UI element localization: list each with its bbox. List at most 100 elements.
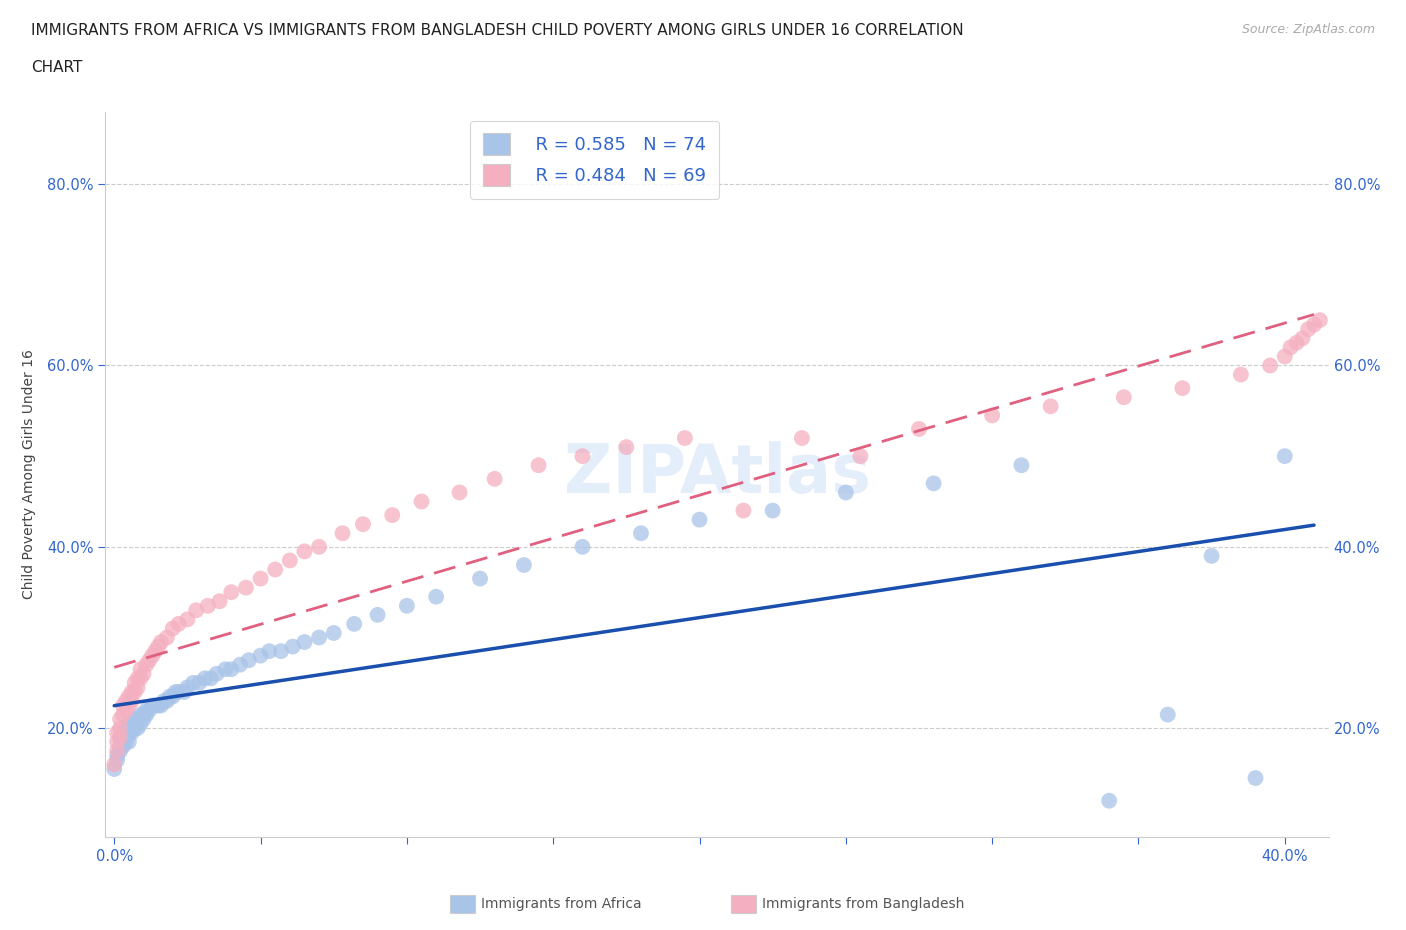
Point: [153, 694, 176, 709]
Point: [111, 738, 134, 753]
Point: [150, 698, 173, 713]
Point: [162, 689, 184, 704]
Point: [571, 449, 593, 464]
Point: [127, 671, 149, 685]
Point: [138, 703, 160, 718]
Point: [790, 431, 813, 445]
Point: [197, 598, 219, 613]
Point: [159, 689, 181, 704]
Point: [484, 472, 506, 486]
Point: [1258, 358, 1281, 373]
Point: [835, 485, 858, 500]
Point: [381, 508, 404, 523]
Point: [121, 694, 143, 709]
Point: [115, 735, 138, 750]
Point: [141, 648, 163, 663]
Point: [127, 680, 149, 695]
Point: [156, 694, 179, 709]
Text: Source: ZipAtlas.com: Source: ZipAtlas.com: [1241, 23, 1375, 36]
Point: [981, 408, 1004, 423]
Point: [108, 730, 131, 745]
Point: [124, 711, 146, 726]
Legend:   R = 0.585   N = 74,   R = 0.484   N = 69: R = 0.585 N = 74, R = 0.484 N = 69: [470, 121, 720, 199]
Point: [249, 648, 271, 663]
Point: [1274, 449, 1296, 464]
Point: [111, 735, 134, 750]
Point: [141, 698, 163, 713]
Point: [124, 684, 146, 699]
Point: [135, 658, 157, 672]
Point: [352, 517, 374, 532]
Point: [259, 644, 281, 658]
Point: [449, 485, 471, 500]
Point: [1171, 380, 1194, 395]
Point: [143, 698, 166, 713]
Point: [294, 634, 316, 649]
Point: [219, 662, 242, 677]
Point: [762, 503, 785, 518]
Point: [127, 721, 149, 736]
Point: [108, 738, 131, 753]
Point: [173, 684, 195, 699]
Point: [132, 711, 155, 726]
Point: [1296, 322, 1319, 337]
Text: ZIPAtlas: ZIPAtlas: [564, 442, 870, 507]
Point: [124, 675, 146, 690]
Point: [105, 748, 128, 763]
Point: [129, 707, 152, 722]
Point: [1157, 707, 1180, 722]
Point: [111, 725, 134, 740]
Point: [103, 762, 125, 777]
Point: [129, 716, 152, 731]
Point: [176, 680, 198, 695]
Point: [527, 458, 550, 472]
Text: CHART: CHART: [31, 60, 83, 75]
Point: [1279, 340, 1302, 355]
Point: [1098, 793, 1121, 808]
Point: [395, 598, 418, 613]
Point: [105, 725, 128, 740]
Point: [103, 757, 125, 772]
Point: [308, 631, 330, 645]
Point: [186, 603, 208, 618]
Point: [1274, 349, 1296, 364]
Point: [513, 558, 536, 573]
Point: [214, 662, 236, 677]
Point: [235, 580, 257, 595]
Point: [156, 631, 179, 645]
Point: [118, 716, 141, 731]
Point: [115, 703, 138, 718]
Point: [922, 476, 945, 491]
Text: Immigrants from Africa: Immigrants from Africa: [481, 897, 641, 911]
Point: [118, 725, 141, 740]
Point: [124, 721, 146, 736]
Point: [673, 431, 696, 445]
Point: [194, 671, 217, 685]
Point: [146, 639, 169, 654]
Point: [118, 698, 141, 713]
Point: [129, 671, 152, 685]
Point: [108, 730, 131, 745]
Point: [115, 730, 138, 745]
Point: [127, 711, 149, 726]
Point: [278, 553, 301, 568]
Point: [111, 698, 134, 713]
Point: [270, 644, 292, 658]
Point: [468, 571, 491, 586]
Point: [1201, 549, 1223, 564]
Point: [118, 689, 141, 704]
Point: [105, 752, 128, 767]
Point: [343, 617, 366, 631]
Point: [181, 675, 204, 690]
Point: [105, 743, 128, 758]
Point: [1303, 317, 1326, 332]
Point: [115, 721, 138, 736]
Point: [188, 675, 211, 690]
Point: [205, 667, 228, 682]
Point: [167, 617, 190, 631]
Point: [121, 721, 143, 736]
Point: [111, 707, 134, 722]
Point: [308, 539, 330, 554]
Point: [733, 503, 755, 518]
Point: [1291, 331, 1313, 346]
